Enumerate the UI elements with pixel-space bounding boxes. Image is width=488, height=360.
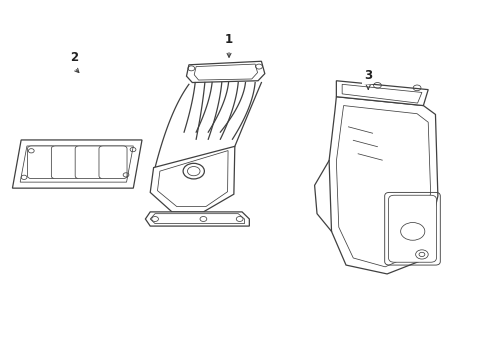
Text: 2: 2 [70,51,78,64]
Polygon shape [12,140,142,188]
FancyBboxPatch shape [75,146,103,179]
Polygon shape [186,61,264,82]
FancyBboxPatch shape [388,195,435,262]
Polygon shape [150,146,234,212]
Polygon shape [328,97,437,274]
FancyBboxPatch shape [51,146,79,179]
Text: 1: 1 [224,33,233,46]
FancyBboxPatch shape [99,146,127,179]
Text: 3: 3 [364,69,371,82]
Polygon shape [145,212,249,226]
FancyBboxPatch shape [27,146,56,179]
Polygon shape [336,81,427,105]
